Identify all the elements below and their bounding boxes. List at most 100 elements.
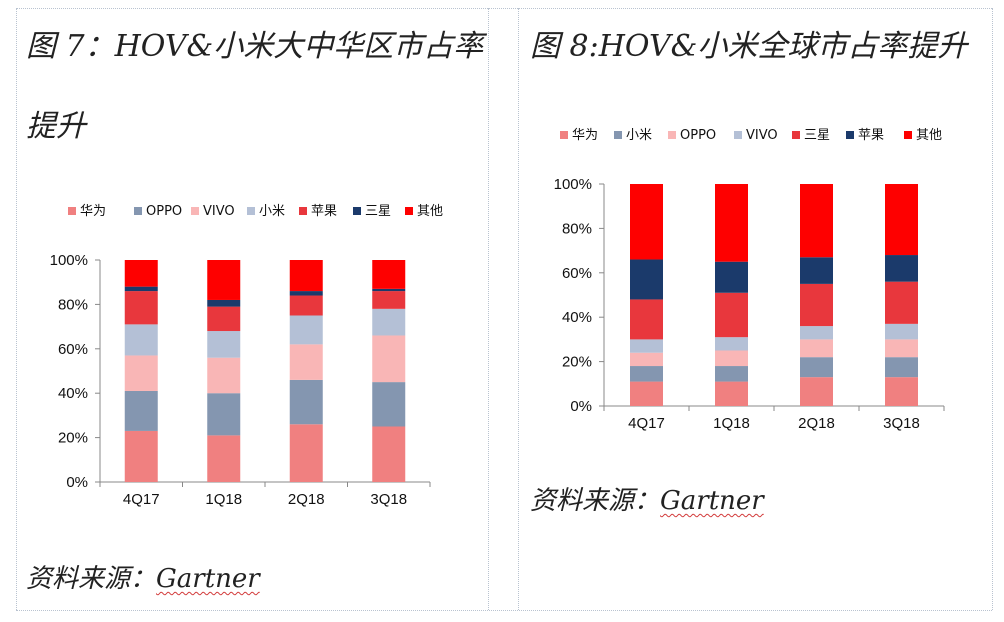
bar-segment [715,292,748,338]
y-tick-label: 100% [554,176,592,193]
legend-label: OPPO [146,204,182,219]
figure-8-title: 图 8:HOV&小米全球市占率提升 [530,29,968,64]
legend-label: 三星 [365,204,391,219]
legend-item: OPPO [134,204,182,219]
y-tick-label: 80% [58,296,88,313]
bar-segment [800,357,833,378]
legend-item: 苹果 [846,128,884,143]
bar-segment [124,291,158,325]
bar-segment [630,339,663,353]
legend-item: OPPO [668,128,716,143]
bar-segment [207,331,241,358]
legend-label: VIVO [203,204,235,219]
y-tick-label: 60% [58,341,88,358]
figure-7-title-line2: 提升 [26,109,86,144]
source-name: Gartner [660,486,764,516]
legend-swatch [904,131,912,139]
bar-segment [630,299,663,340]
legend-swatch [614,131,622,139]
panel-divider [16,8,17,610]
legend-label: 华为 [572,128,598,143]
y-tick-label: 100% [50,252,88,269]
x-tick-label: 1Q18 [205,491,242,508]
bar-segment [800,283,833,327]
legend-item: 华为 [68,204,106,219]
legend-swatch [846,131,854,139]
bar-segment [630,259,663,300]
bar-segment [289,344,323,380]
legend-label: 苹果 [858,128,884,143]
legend-label: 三星 [804,128,830,143]
panel-divider [16,8,992,9]
bar-segment [289,260,323,292]
bar-segment [885,339,918,358]
x-tick-label: 1Q18 [713,415,750,432]
legend-item: 其他 [405,204,443,219]
panel-divider [488,8,489,610]
bar-segment [207,299,241,307]
legend-label: OPPO [680,128,716,143]
legend-item: 三星 [353,204,391,219]
bar-segment [800,339,833,358]
source-label: 资料来源： [530,486,661,516]
legend-item: 苹果 [299,204,337,219]
y-tick-label: 40% [562,309,592,326]
bar-segment [715,184,748,262]
bar-segment [207,260,241,300]
legend-swatch [247,207,255,215]
bar-segment [207,306,241,332]
panel-divider [992,8,993,610]
bar-segment [800,326,833,340]
bar-segment [715,366,748,382]
legend-label: 苹果 [311,204,337,219]
legend-item: VIVO [191,204,235,219]
bar-segment [885,377,918,406]
figure-7-source: 资料来源：Gartner [26,558,260,595]
bar-segment [715,261,748,293]
y-tick-label: 60% [562,265,592,282]
legend-swatch [668,131,676,139]
legend-label: 小米 [259,204,285,219]
bar-segment [207,393,241,436]
bar-segment [630,352,663,367]
bar-segment [124,324,158,356]
legend-item: 小米 [614,128,652,143]
legend-swatch [191,207,199,215]
bar-segment [885,184,918,256]
bar-segment [885,323,918,340]
bar-segment [207,357,241,394]
bar-segment [885,255,918,282]
figure-7-chart: 华为 OPPO VIVO 小米 苹果 三星 其他 0% 20% 40% 60% 80% 100% 4Q17… [50,204,443,508]
x-tick-label: 2Q18 [288,491,325,508]
source-label: 资料来源： [26,564,157,594]
source-name: Gartner [156,564,260,594]
legend-label: VIVO [746,128,778,143]
bar-segment [372,260,406,289]
legend-swatch [405,207,413,215]
bar-segment [124,355,158,391]
bar-segment [289,424,323,482]
bar-segment [124,286,158,292]
legend-label: 小米 [626,128,652,143]
panel-divider [518,8,519,610]
legend-item: 小米 [247,204,285,219]
bar-segment [124,390,158,431]
bar-segment [715,350,748,367]
bar-segment [630,184,663,260]
bar-segment [800,377,833,406]
figure-8-panel: 图 8:HOV&小米全球市占率提升 华为 小米 OPPO VIVO 三星 苹果 其他 0% 20… [520,8,992,610]
x-tick-label: 4Q17 [123,491,160,508]
bar-segment [372,291,406,309]
legend-item: 三星 [792,128,830,143]
bar-segment [372,426,406,482]
legend-label: 华为 [80,204,106,219]
y-tick-label: 0% [66,474,88,491]
legend-item: 其他 [904,128,942,143]
legend-swatch [134,207,142,215]
bar-segment [289,291,323,296]
bar-segment [289,379,323,425]
y-tick-label: 0% [570,398,592,415]
figure-7-title-line1: 图 7：HOV&小米大中华区市占率 [26,29,484,64]
bar-segment [800,184,833,258]
bar-segment [630,381,663,406]
